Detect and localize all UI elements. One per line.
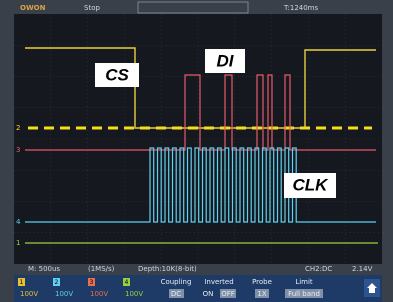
- menu-label: Probe: [252, 278, 272, 286]
- ch-marker: 3: [16, 146, 20, 154]
- channel-scale: 100V: [55, 290, 73, 298]
- trigger-value: 2.14V: [352, 265, 373, 273]
- channel-scale: 100V: [125, 290, 143, 298]
- menu-label: Coupling: [161, 278, 192, 286]
- menu-option: OFF: [221, 290, 235, 298]
- timebase: M: 500us: [28, 265, 60, 273]
- trigger-time: T:1240ms: [283, 4, 318, 12]
- menu-value: Full band: [288, 290, 320, 298]
- oscilloscope-screen: OWON Stop T:1240ms 2 3 4 1 CS DI CLK M: …: [0, 0, 393, 302]
- ch-marker: 2: [16, 124, 20, 132]
- trigger-source: CH2:DC: [305, 265, 332, 273]
- menu-value: DC: [171, 290, 181, 298]
- channel-scale: 100V: [90, 290, 108, 298]
- annotation: DI: [217, 51, 235, 70]
- channel-number: 3: [90, 279, 94, 286]
- channel-number: 4: [125, 279, 129, 286]
- ch-marker: 4: [16, 218, 21, 226]
- menu-value: 1X: [257, 290, 266, 298]
- menu-label: Inverted: [204, 278, 233, 286]
- menu-label: Limit: [295, 278, 313, 286]
- sample-rate: (1MS/s): [88, 265, 115, 273]
- brand: OWON: [20, 4, 46, 12]
- menu-option: ON: [203, 290, 214, 298]
- run-status: Stop: [84, 4, 100, 12]
- annotation: CLK: [293, 175, 330, 194]
- channel-number: 2: [55, 279, 59, 286]
- annotation: CS: [105, 65, 129, 84]
- ch-marker: 1: [16, 239, 20, 247]
- channel-number: 1: [20, 279, 24, 286]
- depth: Depth:10K(8-bit): [138, 265, 197, 273]
- channel-scale: 100V: [20, 290, 38, 298]
